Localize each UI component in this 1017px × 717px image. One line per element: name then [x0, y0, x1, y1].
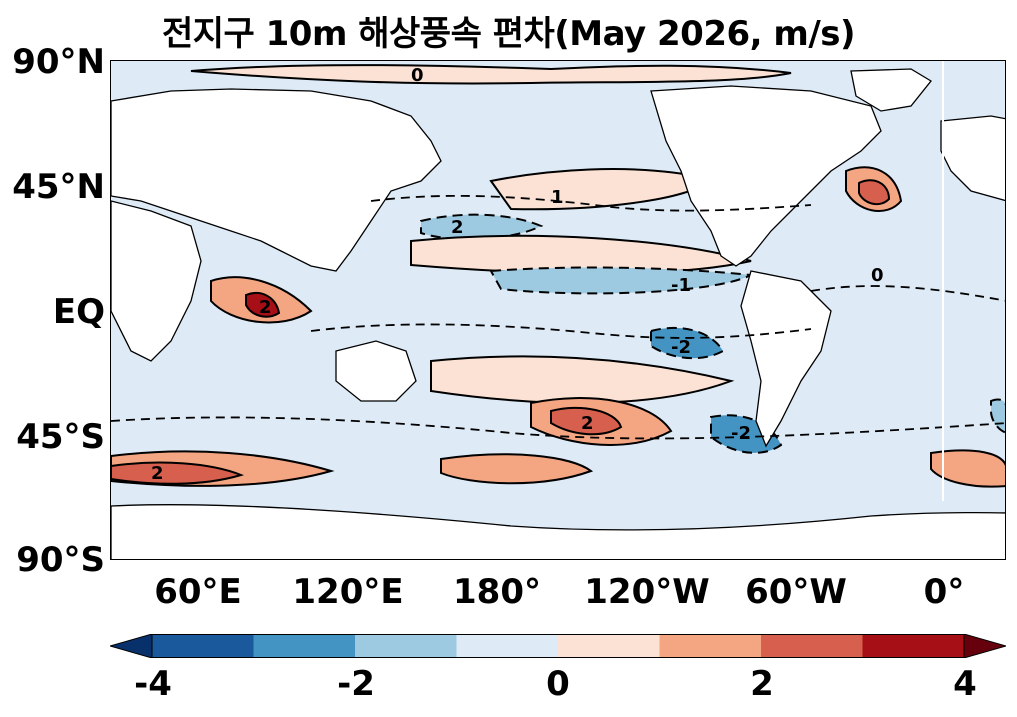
y-tick-label-45n: 45°N — [12, 167, 105, 207]
colorbar-extension-min — [110, 634, 153, 658]
east-pacific-negative — [650, 327, 725, 360]
colorbar-label-2: 2 — [750, 664, 774, 704]
y-tick-label-45s: 45°S — [16, 417, 105, 457]
contour-label: 1 — [551, 187, 564, 208]
contour-label: 0 — [411, 65, 424, 86]
colorbar — [110, 634, 1006, 658]
colorbar-bin — [659, 634, 762, 658]
south-pacific-core — [550, 406, 623, 436]
x-tick-label-60e: 60°E — [154, 572, 242, 612]
contour-line-d — [810, 285, 1005, 302]
y-tick-label-90s: 90°S — [16, 540, 105, 580]
contour-label: -1 — [671, 275, 691, 296]
colorbar-bin — [355, 634, 457, 658]
contour-label: 0 — [871, 265, 884, 286]
north-pacific-negative — [420, 213, 544, 241]
land-australia — [335, 340, 417, 402]
contour-label: -2 — [671, 337, 691, 358]
y-tick-label-eq: EQ — [52, 292, 105, 332]
southern-ocean-negative — [710, 414, 783, 454]
south-pacific-positive — [430, 355, 735, 404]
y-tick-label-90n: 90°N — [12, 42, 105, 82]
land-north-america — [650, 85, 882, 267]
contour-label-group: 0 1 2 2 -2 2 -2 2 -1 0 — [151, 65, 884, 484]
colorbar-label-4: 4 — [953, 664, 977, 704]
southern-ocean-band-west-core — [111, 461, 245, 485]
colorbar-bin — [152, 634, 254, 658]
indian-ocean-core — [245, 292, 281, 318]
colorbar-bin — [761, 634, 863, 658]
colorbar-bin — [456, 634, 559, 658]
colorbar-label-neg2: -2 — [337, 664, 375, 704]
contour-label: 2 — [259, 297, 272, 318]
colorbar-label-0: 0 — [546, 664, 570, 704]
land-eurasia — [111, 88, 442, 272]
colorbar-bin — [253, 634, 356, 658]
contour-line-b — [310, 323, 812, 339]
contour-lines — [111, 194, 1005, 440]
x-tick-label-180: 180° — [453, 572, 541, 612]
x-tick-label-60w: 60°W — [745, 572, 847, 612]
contour-label: 2 — [451, 217, 464, 238]
land-greenland — [850, 68, 932, 112]
x-tick-label-120e: 120°E — [292, 572, 404, 612]
land-antarctica — [111, 504, 1005, 559]
contour-label: 2 — [151, 463, 164, 484]
north-atlantic-core — [858, 179, 891, 206]
map-panel: 0 1 2 2 -2 2 -2 2 -1 0 — [110, 60, 1006, 560]
continents — [111, 68, 1005, 559]
contour-line-c — [111, 416, 1005, 440]
southern-ocean-band-east — [930, 449, 1005, 488]
arctic-positive-band — [190, 64, 792, 85]
colorbar-extension-max — [963, 634, 1006, 658]
land-africa — [111, 200, 202, 362]
contour-line-a — [370, 194, 812, 212]
contour-label: -2 — [731, 423, 751, 444]
colorbar-label-neg4: -4 — [134, 664, 172, 704]
x-tick-label-120w: 120°W — [584, 572, 710, 612]
contour-label: 2 — [581, 413, 594, 434]
wind-anomaly-map: 0 1 2 2 -2 2 -2 2 -1 0 — [111, 61, 1005, 559]
colorbar-frame — [151, 634, 965, 658]
southern-ocean-band-central — [440, 453, 594, 485]
anomaly-bands — [111, 64, 1005, 488]
x-tick-label-0: 0° — [923, 572, 965, 612]
colorbar-bin — [862, 634, 965, 658]
colorbar-bin — [558, 634, 660, 658]
map-title: 전지구 10m 해상풍속 편차(May 2026, m/s) — [161, 14, 856, 54]
